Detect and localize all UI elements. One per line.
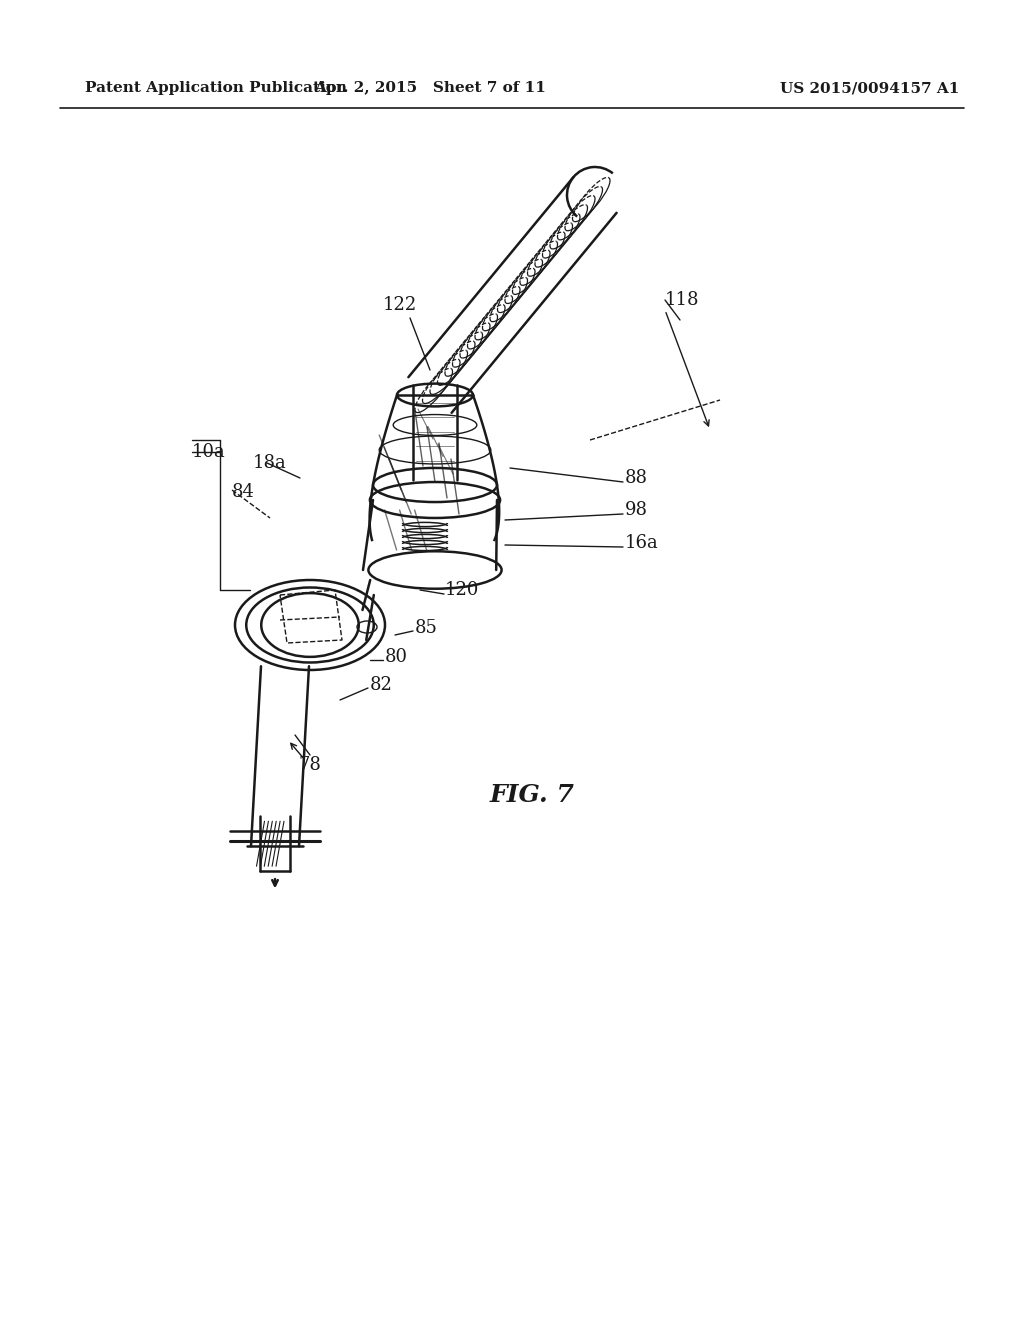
Text: 88: 88 bbox=[625, 469, 648, 487]
Text: 85: 85 bbox=[415, 619, 438, 638]
Text: 84: 84 bbox=[232, 483, 255, 502]
Text: 98: 98 bbox=[625, 502, 648, 519]
Text: 78: 78 bbox=[299, 756, 322, 774]
Text: 82: 82 bbox=[370, 676, 393, 694]
Text: FIG. 7: FIG. 7 bbox=[490, 783, 574, 807]
Text: Patent Application Publication: Patent Application Publication bbox=[85, 81, 347, 95]
Text: 122: 122 bbox=[383, 296, 417, 314]
Text: 10a: 10a bbox=[193, 444, 225, 461]
Text: 118: 118 bbox=[665, 290, 699, 309]
Text: 80: 80 bbox=[385, 648, 408, 667]
Text: US 2015/0094157 A1: US 2015/0094157 A1 bbox=[780, 81, 959, 95]
Text: 16a: 16a bbox=[625, 535, 658, 552]
Text: Apr. 2, 2015   Sheet 7 of 11: Apr. 2, 2015 Sheet 7 of 11 bbox=[314, 81, 546, 95]
Text: 18a: 18a bbox=[253, 454, 287, 473]
Text: 120: 120 bbox=[445, 581, 479, 599]
